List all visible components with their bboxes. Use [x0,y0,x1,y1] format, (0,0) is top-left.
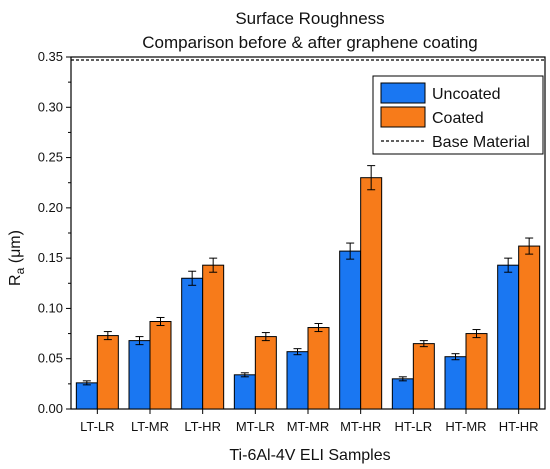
bar-coated [465,333,488,410]
y-tick-label: 0.05 [38,351,63,366]
legend: Uncoated Coated Base Material [372,75,544,155]
bar-uncoated [391,378,414,410]
y-axis-title-unit: (μm) [7,230,24,268]
bar-coated [202,264,225,410]
y-tick-label: 0.00 [38,401,63,416]
y-axis-title: Ra (μm) [7,230,27,286]
legend-label-coated: Coated [432,110,484,127]
x-tick-label: LT-MR [131,419,169,434]
bar-uncoated [181,277,204,410]
bar-uncoated [444,356,467,410]
x-axis-title: Ti-6Al-4V ELI Samples [229,447,390,464]
y-tick-label: 0.20 [38,200,63,215]
x-tick-label: HT-HR [499,419,539,434]
chart-subtitle: Comparison before & after graphene coati… [142,33,477,52]
bar-uncoated [497,264,520,410]
legend-swatch-uncoated [380,82,426,104]
bar-uncoated [286,351,309,410]
bar-uncoated [75,382,98,410]
bar-uncoated [233,374,256,410]
x-tick-label: HT-MR [445,419,486,434]
x-tick-label: LT-HR [184,419,221,434]
y-axis-title-main: R [7,274,24,286]
bar-coated [149,321,172,410]
bar-coated [307,327,330,410]
legend-swatch-coated [380,106,426,128]
x-tick-label: LT-LR [80,419,114,434]
y-tick-label: 0.10 [38,300,63,315]
bar-coated [412,343,435,410]
y-tick-label: 0.15 [38,250,63,265]
y-tick-label: 0.35 [38,49,63,64]
x-tick-label: MT-LR [236,419,275,434]
y-tick-label: 0.25 [38,150,63,165]
bar-uncoated [339,250,362,410]
bar-coated [254,336,277,410]
bar-coated [96,335,119,410]
legend-label-uncoated: Uncoated [432,86,501,103]
x-tick-label: MT-HR [340,419,381,434]
x-tick-label: MT-MR [287,419,330,434]
bar-coated [360,177,383,410]
bar-uncoated [128,340,151,410]
legend-label-base-material: Base Material [432,134,530,151]
chart-title: Surface Roughness [235,9,384,28]
bar-coated [518,245,541,410]
y-tick-label: 0.30 [38,99,63,114]
y-axis-title-sub: a [13,267,27,274]
x-tick-label: HT-LR [395,419,433,434]
plot-area: 0.00 0.05 0.10 0.15 0.20 0.25 0.30 0.35 LT-LR LT-… [38,49,546,434]
